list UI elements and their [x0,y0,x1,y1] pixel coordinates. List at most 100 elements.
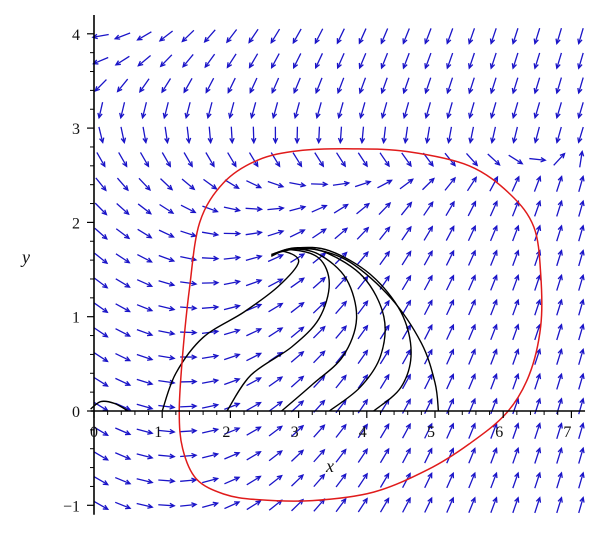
field-arrow [357,373,369,389]
boundary-curve [178,148,543,502]
field-arrow [534,422,542,439]
field-arrow [290,449,305,462]
field-arrow [246,500,262,511]
field-arrow [422,177,435,191]
field-arrow [380,28,389,45]
field-arrow [180,204,197,214]
field-arrow [315,77,323,95]
field-arrow [137,203,152,215]
field-arrow [446,299,455,316]
field-arrow [314,152,325,168]
field-arrow [290,400,305,413]
field-arrow [93,302,109,314]
field-arrow [267,229,285,237]
field-arrow [357,152,368,168]
field-arrow [158,404,176,410]
field-arrow [357,250,369,265]
field-arrow [158,453,176,459]
field-arrow [357,423,369,439]
field-arrow [423,225,434,241]
field-arrow [136,502,154,509]
field-arrow [136,478,154,485]
field-arrow [400,201,413,216]
field-arrow [357,349,369,364]
field-arrow [534,496,542,514]
field-arrow [223,328,241,336]
field-arrow [158,229,175,238]
field-arrow [114,476,132,485]
field-arrow [183,78,193,94]
field-arrow [93,451,110,461]
field-arrow [115,253,131,264]
field-arrow [534,348,542,365]
field-arrow [357,324,369,340]
field-arrow [118,152,128,168]
field-arrow [423,200,434,216]
field-arrow [98,126,105,144]
curves-layer [90,148,543,502]
field-arrow [468,496,476,513]
field-arrow [270,28,281,44]
field-arrow [202,476,220,484]
field-arrow [512,298,520,316]
field-arrow [402,496,411,513]
field-arrow [378,202,392,216]
field-arrow [556,422,563,440]
field-arrow [180,452,198,459]
field-arrow [185,126,192,145]
field-arrow [379,373,390,389]
trajectory [90,400,129,412]
y-tick-label: 2 [72,215,80,232]
field-arrow [116,203,130,216]
field-arrow [357,497,368,513]
field-arrow [555,102,563,120]
trajectory [274,246,412,412]
field-arrow [490,126,497,144]
field-arrow [228,102,235,120]
x-tick-label: 6 [495,424,503,441]
field-arrow [423,323,433,340]
trajectory [274,248,358,412]
field-arrow [578,397,585,415]
field-arrow [487,153,501,166]
field-arrow [180,378,198,385]
field-arrow [245,230,263,236]
field-arrow [379,250,391,266]
field-arrow [511,102,519,120]
field-arrow [139,78,150,94]
field-arrow [311,204,328,213]
field-arrow [201,304,220,311]
field-arrow [246,451,262,461]
field-arrow [533,126,540,144]
field-arrow [246,328,263,337]
field-arrow [379,349,390,365]
field-arrow [271,102,279,120]
field-arrow [446,77,454,95]
field-arrow [534,471,542,489]
field-arrow [290,350,305,363]
field-arrow [335,300,348,315]
field-arrow [468,323,476,340]
field-arrow [424,422,433,439]
field-arrow [182,53,194,68]
field-arrow [335,448,347,463]
field-arrow [424,52,432,70]
field-arrow [290,301,305,314]
field-arrow [227,152,237,168]
field-arrow [246,377,262,387]
field-arrow [556,249,563,267]
field-arrow [399,178,414,190]
field-arrow [578,347,585,365]
field-arrow [358,52,367,70]
field-arrow [357,275,369,290]
y-tick-label: −1 [63,498,80,515]
field-arrow [246,401,262,411]
field-arrow [161,78,172,94]
field-arrow [490,496,498,514]
field-arrow [468,348,476,365]
field-arrow [424,77,432,95]
field-arrow [423,299,433,316]
field-arrow [468,77,475,95]
field-arrow [223,353,241,361]
field-arrow [446,348,455,365]
